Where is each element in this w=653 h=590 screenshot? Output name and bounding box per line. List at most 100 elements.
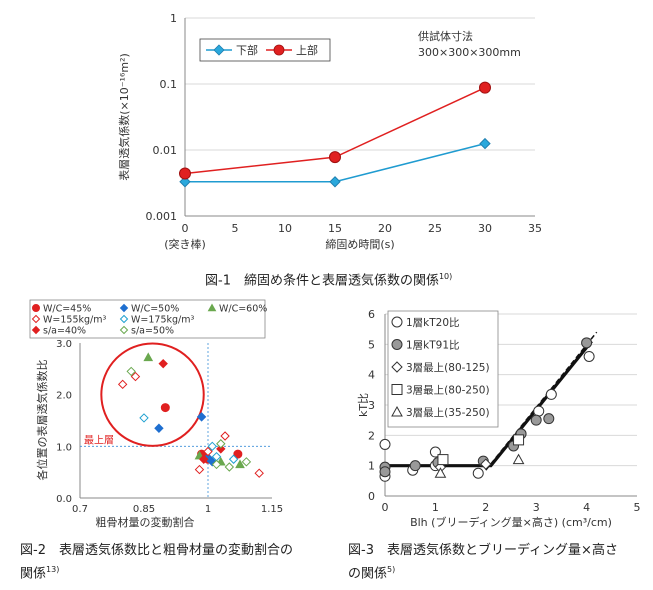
data-point <box>224 462 235 472</box>
legend-label: 上部 <box>296 43 318 57</box>
x-tick-label: 2 <box>482 501 489 514</box>
data-point <box>143 352 154 362</box>
x-tick-label: 5 <box>232 222 239 235</box>
y-tick-label: 5 <box>368 338 375 351</box>
annotation-top-layer: 最上層 <box>84 434 114 446</box>
x-axis-label: 締固め時間(s) <box>325 237 394 251</box>
data-point <box>160 403 170 413</box>
figure-3-caption: 図-3 表層透気係数とブリーディング量×高さ の関係5) <box>348 541 618 583</box>
y-tick-label: 3 <box>368 399 375 412</box>
data-point <box>207 441 217 452</box>
diamond-marker-icon <box>119 303 129 313</box>
y-tick-label: 1 <box>368 460 375 473</box>
x-tick-label: 0 <box>182 222 189 235</box>
caption-line-1: 図-3 表層透気係数とブリーディング量×高さ <box>348 543 618 558</box>
caption-ref: 5) <box>387 565 396 574</box>
data-point <box>583 350 595 362</box>
data-point <box>216 439 226 449</box>
data-point <box>409 460 421 472</box>
data-point <box>530 414 542 426</box>
y-axis-label: 各位置の表層透気係数比 <box>35 360 49 481</box>
data-point-lower <box>179 176 191 188</box>
x-axis-label: Blh (ブリーディング量×高さ) (cm³/cm) <box>410 515 612 529</box>
y-tick-label: 1 <box>170 12 177 25</box>
circle-marker-icon <box>391 316 403 328</box>
legend-label: 3層最上(80-125) <box>406 362 490 374</box>
x-tick-label: 1 <box>432 501 439 514</box>
data-point <box>472 467 484 479</box>
x-tick-label: 1 <box>205 504 211 515</box>
data-point <box>228 454 239 464</box>
legend-label: W/C=60% <box>219 304 267 315</box>
highlight-circle <box>100 342 205 447</box>
legend-box <box>29 299 266 339</box>
y-tick-label: 0 <box>368 490 375 503</box>
x-axis-label: 粗骨材量の変動割合 <box>96 515 195 529</box>
diamond-marker-icon <box>391 361 403 373</box>
data-point <box>480 458 492 470</box>
annotation-line-2: 300×300×300mm <box>418 46 521 59</box>
data-point <box>211 459 222 470</box>
x-tick-label: 30 <box>478 222 492 235</box>
x-tick-label: 4 <box>583 501 590 514</box>
data-point <box>545 388 557 400</box>
figure-2-chart: W/C=45% W/C=50% W/C=60% W=155kg/m³ W=175kg/m… <box>29 299 283 529</box>
legend-label: 1層kT20比 <box>406 316 460 329</box>
diamond-marker-icon <box>119 314 129 324</box>
legend-label: W/C=50% <box>131 304 179 315</box>
y-tick-label: 0.1 <box>160 78 178 91</box>
x-tick-label: 35 <box>528 222 542 235</box>
legend-label: s/a=50% <box>131 326 174 337</box>
data-point <box>513 434 525 446</box>
data-point <box>139 413 149 423</box>
y-tick-label: 2 <box>368 429 375 442</box>
data-point <box>203 446 213 457</box>
fit-line-dashed <box>485 331 598 471</box>
caption-line-2: 関係 <box>20 566 47 582</box>
caption-text: 図-1 締固め条件と表層透気係数の関係 <box>205 273 439 289</box>
y-tick-label: 3.0 <box>56 339 72 350</box>
triangle-marker-icon <box>391 405 403 417</box>
data-point-upper <box>479 81 491 94</box>
circle-marker-icon <box>32 304 40 312</box>
legend-box <box>387 310 499 428</box>
x-tick-label: 0.7 <box>72 504 88 515</box>
y-tick-label: 1.0 <box>56 442 72 453</box>
triangle-marker-icon <box>207 303 217 312</box>
figure-3-chart: 0 1 2 3 4 5 6 0 1 2 3 4 5 1層kT20比 1層kT91比 3層最上(80-125… <box>357 308 641 529</box>
x-tick-label: 20 <box>378 222 392 235</box>
data-point <box>543 413 555 425</box>
caption-ref: 10) <box>438 272 453 281</box>
x-tick-label: 3 <box>533 501 540 514</box>
data-point <box>235 459 245 469</box>
legend-label: 1層kT91比 <box>406 339 460 352</box>
data-point <box>233 449 243 459</box>
x-tick-label: 15 <box>328 222 342 235</box>
data-point-upper <box>179 167 191 180</box>
x-tick-note: (突き棒) <box>164 237 206 251</box>
y-axis-label: kT比 <box>357 393 370 417</box>
data-point <box>194 464 205 475</box>
data-point <box>216 444 226 454</box>
data-point <box>130 371 141 382</box>
data-point <box>154 423 164 433</box>
x-tick-label: 5 <box>634 501 641 514</box>
legend-label: 下部 <box>236 43 258 57</box>
figure-1-caption: 図-1 締固め条件と表層透気係数の関係10) <box>205 267 452 290</box>
data-point <box>512 453 525 465</box>
y-tick-label: 0.001 <box>146 210 178 223</box>
x-tick-label: 10 <box>278 222 292 235</box>
x-tick-label: 25 <box>428 222 442 235</box>
legend-item-upper: 上部 <box>266 43 318 57</box>
data-point <box>199 454 209 464</box>
data-point-upper <box>329 151 341 164</box>
legend-label: s/a=40% <box>43 326 86 337</box>
x-tick-label: 0.85 <box>133 504 155 515</box>
legend-label: W=175kg/m³ <box>131 315 194 326</box>
diamond-marker-icon <box>213 44 225 56</box>
data-point <box>126 366 136 377</box>
data-point <box>158 358 168 369</box>
data-point <box>533 405 545 417</box>
square-marker-icon <box>391 384 403 395</box>
annotation-line-1: 供試体寸法 <box>418 29 473 43</box>
